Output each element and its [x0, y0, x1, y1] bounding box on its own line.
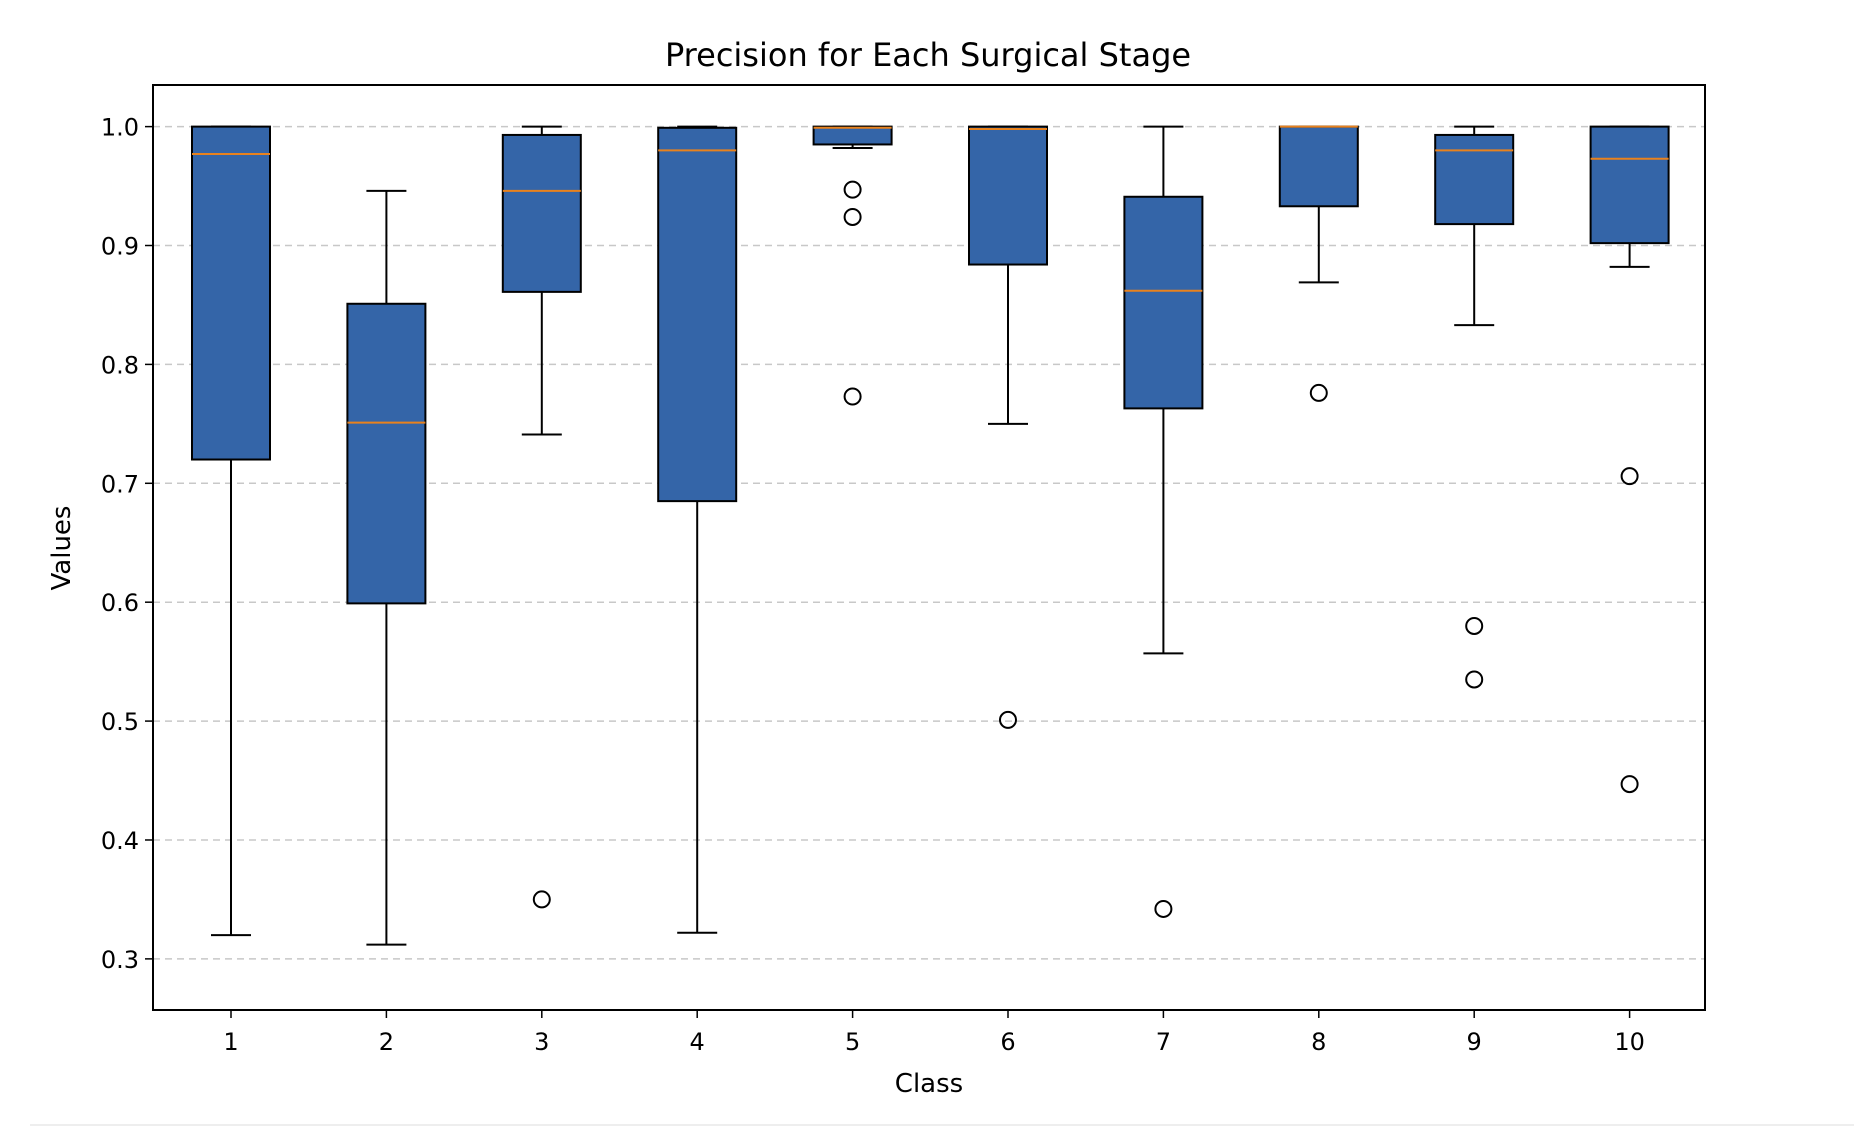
outlier-point	[843, 180, 862, 199]
outlier-point	[1620, 775, 1639, 794]
box-class-10	[1589, 125, 1670, 794]
box	[812, 125, 893, 146]
box-class-3	[501, 125, 582, 909]
y-tick-label: 0.4	[101, 827, 139, 855]
y-axis-ticks: 0.3 0.4 0.5 0.6 0.7 0.8 0.9 1.0	[101, 114, 153, 974]
box-class-8	[1278, 125, 1359, 402]
box-class-9	[1434, 125, 1515, 689]
outlier-point	[532, 890, 551, 909]
box	[657, 126, 738, 503]
box-class-7	[1123, 125, 1204, 918]
bottom-divider	[30, 1124, 1854, 1126]
y-tick-label: 0.9	[101, 233, 139, 261]
y-tick-label: 0.5	[101, 708, 139, 736]
box	[1123, 195, 1204, 410]
box	[1434, 133, 1515, 226]
y-axis-label: Values	[47, 506, 77, 591]
x-tick-label: 6	[1000, 1028, 1015, 1056]
outlier-point	[999, 710, 1017, 729]
outlier-point	[1309, 383, 1328, 402]
outlier-point	[843, 207, 862, 226]
x-tick-label: 3	[534, 1028, 549, 1056]
box	[346, 302, 427, 605]
y-tick-label: 0.3	[101, 946, 139, 974]
box-class-1	[191, 125, 271, 937]
outlier-point	[1620, 467, 1639, 486]
box	[191, 125, 271, 461]
x-tick-label: 5	[845, 1028, 860, 1056]
outlier-point	[1154, 899, 1173, 918]
y-tick-label: 0.6	[101, 589, 139, 617]
box-class-4	[657, 125, 738, 934]
box	[501, 133, 582, 293]
outlier-point	[1465, 616, 1484, 635]
x-tick-label: 2	[379, 1028, 394, 1056]
x-tick-label: 9	[1467, 1028, 1482, 1056]
x-tick-label: 8	[1311, 1028, 1326, 1056]
x-tick-label: 4	[690, 1028, 705, 1056]
box	[1278, 125, 1359, 208]
outlier-point	[843, 387, 862, 406]
x-axis-label: Class	[895, 1069, 963, 1099]
x-axis-ticks: 1 2 3 4 5 6 7 8 9 10	[223, 1010, 1645, 1056]
outlier-point	[1465, 670, 1484, 689]
plot-area-frame	[152, 84, 1706, 1011]
y-tick-label: 0.8	[101, 351, 139, 379]
box	[968, 125, 1048, 266]
box	[1589, 125, 1670, 245]
box-class-5	[812, 125, 893, 406]
x-tick-label: 10	[1614, 1028, 1645, 1056]
y-tick-label: 0.7	[101, 470, 139, 498]
chart-title: Precision for Each Surgical Stage	[665, 36, 1191, 74]
y-tick-label: 1.0	[101, 114, 139, 142]
x-tick-label: 7	[1156, 1028, 1171, 1056]
x-tick-label: 1	[223, 1028, 238, 1056]
box-class-2	[346, 189, 427, 946]
box-series	[191, 125, 1670, 946]
box-class-6	[968, 125, 1048, 729]
